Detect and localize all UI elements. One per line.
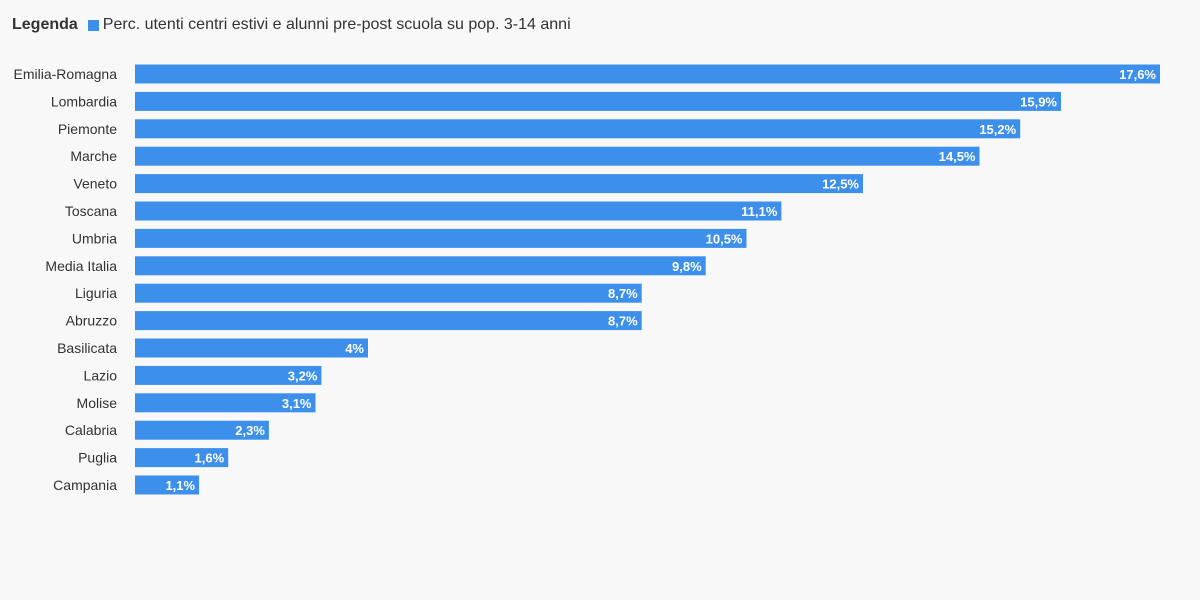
category-label: Piemonte <box>58 121 117 137</box>
category-label: Basilicata <box>57 340 117 356</box>
bar <box>135 365 322 385</box>
category-label: Veneto <box>73 176 117 192</box>
category-label: Puglia <box>78 450 117 466</box>
value-label: 1,6% <box>195 451 225 466</box>
category-label: Calabria <box>65 422 117 438</box>
value-label: 15,9% <box>1020 94 1057 109</box>
value-label: 1,1% <box>165 478 195 493</box>
value-label: 11,1% <box>741 204 778 219</box>
value-label: 9,8% <box>672 259 702 274</box>
bar <box>135 283 642 303</box>
value-label: 12,5% <box>822 177 859 192</box>
value-label: 2,3% <box>235 423 265 438</box>
category-label: Media Italia <box>45 258 117 274</box>
bar <box>135 393 316 413</box>
bar <box>135 338 368 358</box>
bar <box>135 64 1160 84</box>
category-label: Molise <box>77 395 118 411</box>
value-label: 8,7% <box>608 314 638 329</box>
value-label: 3,2% <box>288 368 318 383</box>
bar <box>135 311 642 331</box>
value-label: 15,2% <box>979 122 1016 137</box>
bar <box>135 146 980 166</box>
category-label: Abruzzo <box>66 313 118 329</box>
bar <box>135 256 706 276</box>
category-label: Campania <box>53 477 117 493</box>
value-label: 8,7% <box>608 286 638 301</box>
category-label: Liguria <box>75 285 117 301</box>
bar <box>135 420 269 440</box>
category-label: Marche <box>70 148 117 164</box>
value-label: 3,1% <box>282 396 312 411</box>
legend-series-label: Perc. utenti centri estivi e alunni pre-… <box>102 16 571 33</box>
value-label: 17,6% <box>1119 67 1156 82</box>
bar <box>135 475 200 495</box>
category-label: Lombardia <box>51 93 117 109</box>
bar <box>135 228 747 248</box>
bar <box>135 174 863 194</box>
value-label: 14,5% <box>939 149 976 164</box>
category-label: Toscana <box>65 203 117 219</box>
bar <box>135 201 782 221</box>
value-label: 4% <box>345 341 364 356</box>
value-label: 10,5% <box>706 231 743 246</box>
legend: Legenda Perc. utenti centri estivi e alu… <box>12 14 571 36</box>
legend-swatch <box>87 19 99 31</box>
category-label: Emilia-Romagna <box>14 66 118 82</box>
bar <box>135 119 1021 139</box>
bar <box>135 91 1061 111</box>
legend-title: Legenda <box>12 16 78 33</box>
bar <box>135 448 229 468</box>
category-label: Umbria <box>72 230 117 246</box>
category-label: Lazio <box>84 367 118 383</box>
